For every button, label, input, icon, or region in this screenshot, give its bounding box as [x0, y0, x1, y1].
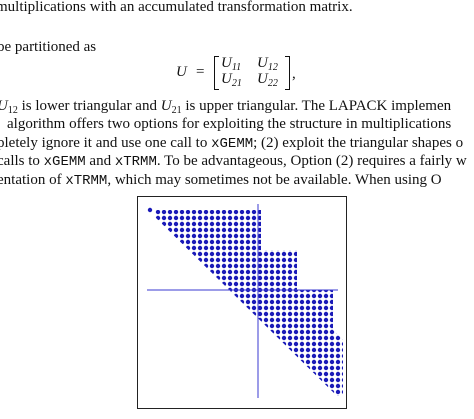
text: . To be advantageous, Option (2) require… — [156, 153, 467, 169]
text: is lower triangular and — [17, 98, 161, 114]
text: calls to — [0, 153, 44, 169]
matrix-entry: U12 — [257, 55, 278, 73]
code: xGEMM — [43, 154, 86, 170]
entry-base: U — [221, 55, 232, 71]
text-line: entation of xTRMM, which may sometimes n… — [0, 171, 442, 190]
code: xTRMM — [65, 173, 108, 189]
matrix-entry: U21 — [221, 71, 242, 89]
text-line: pletely ignore it and use one call to xG… — [0, 134, 463, 153]
eq-punct: , — [292, 66, 296, 82]
eq-lhs: U — [176, 64, 187, 80]
code: xTRMM — [114, 154, 157, 170]
text-line: calls to xGEMM and xTRMM. To be advantag… — [0, 152, 467, 171]
text: pletely ignore it and use one call to — [0, 135, 212, 151]
entry-base: U — [221, 71, 232, 87]
text: and — [85, 153, 115, 169]
eq-sign: = — [196, 64, 205, 80]
math: U — [0, 98, 8, 114]
figure-frame — [137, 196, 347, 409]
text-line: algorithm offers two options for exploit… — [7, 116, 452, 132]
text-line: multiplications with an accumulated tran… — [0, 0, 353, 15]
text-line: U12 is lower triangular and U21 is upper… — [0, 97, 451, 120]
matrix: U11 U12 U21 U22 — [214, 55, 290, 90]
text-line: be partitioned as — [0, 39, 97, 55]
matrix-entry: U22 — [257, 71, 278, 89]
text: ; (2) exploit the triangular shapes o — [253, 135, 464, 151]
entry-base: U — [257, 71, 268, 87]
entry-sub: 11 — [231, 62, 242, 73]
matrix-entry: U11 — [221, 55, 241, 73]
entry-sub: 21 — [231, 78, 242, 89]
code: xGEMM — [211, 136, 254, 152]
dot — [147, 207, 153, 213]
entry-sub: 12 — [267, 62, 278, 73]
math-sub: 12 — [7, 105, 18, 116]
text: is upper triangular. The LAPACK implemen — [181, 98, 452, 114]
text: entation of — [0, 172, 66, 188]
entry-sub: 22 — [267, 78, 278, 89]
text: , which may sometimes not be available. … — [107, 172, 442, 188]
math-sub: 21 — [171, 105, 182, 116]
entry-base: U — [257, 55, 268, 71]
math: U — [160, 98, 172, 114]
sparsity-pattern — [154, 210, 343, 396]
